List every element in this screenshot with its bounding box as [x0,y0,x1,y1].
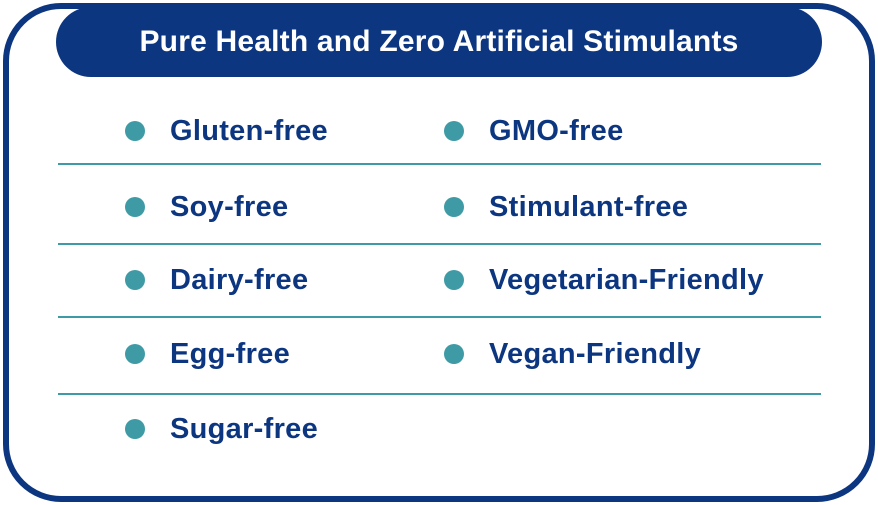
list-item-label: Egg-free [170,337,291,370]
bullet-dot-icon [444,121,464,141]
bullet-dot-icon [125,344,145,364]
list-item-label: Dairy-free [170,263,309,296]
bullet-dot-icon [125,197,145,217]
bullet-dot-icon [444,270,464,290]
row-divider [58,316,821,318]
list-item-label: Gluten-free [170,114,328,147]
list-item-label: GMO-free [489,114,624,147]
list-item-label: Soy-free [170,190,289,223]
list-item-label: Vegetarian-Friendly [489,263,764,296]
list-item-gmo-free: GMO-free [444,111,624,151]
row-divider [58,393,821,395]
bullet-dot-icon [125,121,145,141]
list-item-vegan-friendly: Vegan-Friendly [444,334,701,374]
list-item-label: Vegan-Friendly [489,337,702,370]
list-item-egg-free: Egg-free [125,334,290,374]
row-divider [58,243,821,245]
bullet-dot-icon [125,270,145,290]
list-item-stimulant-free: Stimulant-free [444,187,688,227]
header-title: Pure Health and Zero Artificial Stimulan… [139,25,739,58]
list-item-label: Stimulant-free [489,190,689,223]
bullet-dot-icon [444,197,464,217]
bullet-dot-icon [125,419,145,439]
header-banner: Pure Health and Zero Artificial Stimulan… [56,7,822,77]
bullet-dot-icon [444,344,464,364]
info-card [3,3,875,502]
row-divider [58,163,821,165]
list-item-gluten-free: Gluten-free [125,111,328,151]
list-item-vegetarian-friendly: Vegetarian-Friendly [444,260,764,300]
list-item-soy-free: Soy-free [125,187,288,227]
list-item-dairy-free: Dairy-free [125,260,308,300]
list-item-label: Sugar-free [170,412,319,445]
list-item-sugar-free: Sugar-free [125,409,318,449]
